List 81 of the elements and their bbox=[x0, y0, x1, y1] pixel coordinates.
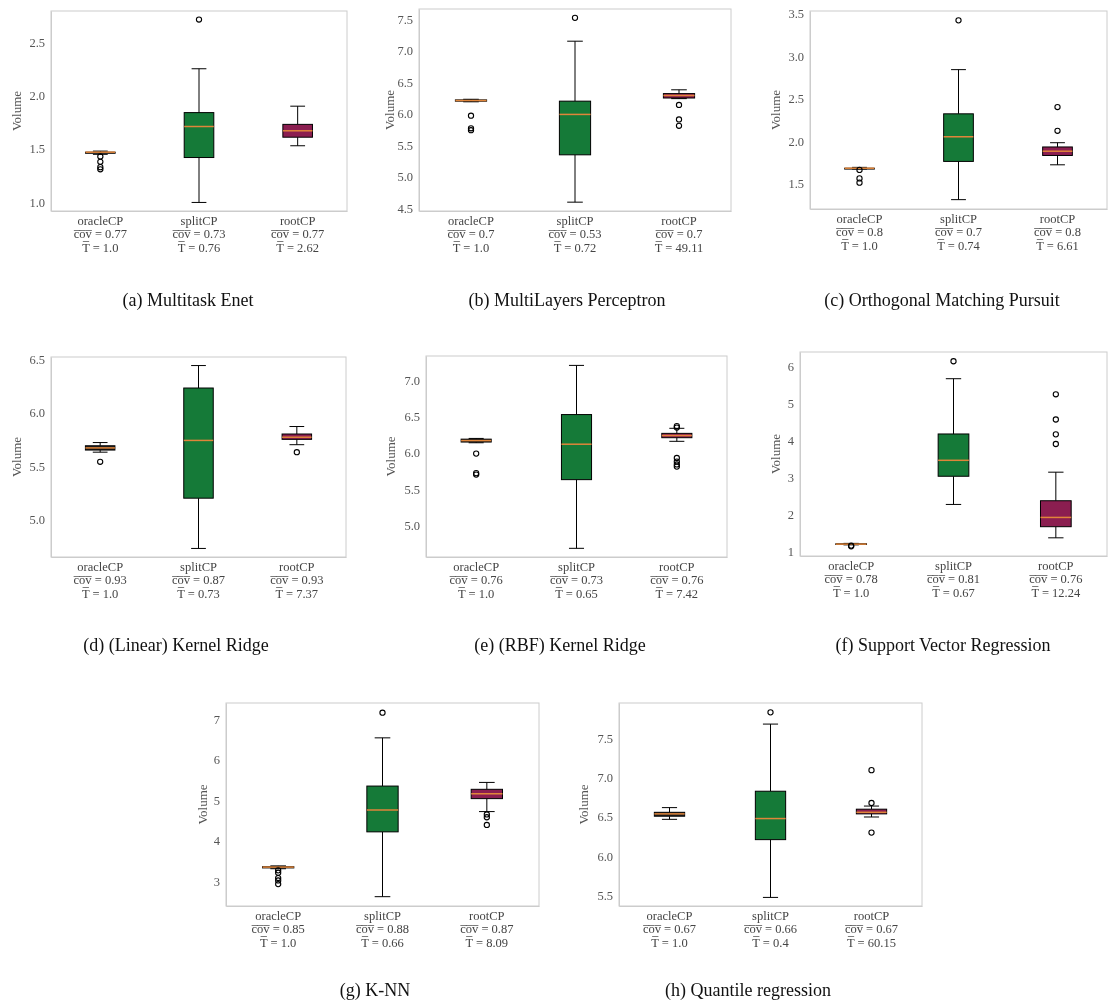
x-tick-label: oracleCP c̅o̅v̅ = 0.8 T̅ = 1.0 bbox=[835, 211, 883, 253]
y-tick-label: 1 bbox=[787, 545, 794, 560]
text: (a) Multitask Enet bbox=[122, 290, 254, 311]
y-tick-label: 7.5 bbox=[597, 732, 613, 747]
x-tick-label: splitCP c̅o̅v̅ = 0.73 T̅ = 0.76 bbox=[171, 213, 226, 255]
y-tick-label: 6.5 bbox=[597, 810, 613, 825]
y-tick-label: 6.0 bbox=[29, 406, 45, 421]
x-tick-label: rootCP c̅o̅v̅ = 0.8 T̅ = 6.61 bbox=[1033, 211, 1081, 253]
y-axis-title: Volume bbox=[767, 433, 783, 475]
x-tick-label: splitCP c̅o̅v̅ = 0.66 T̅ = 0.4 bbox=[743, 908, 798, 950]
y-tick-label: 2 bbox=[787, 508, 794, 523]
y-tick-label: 5.5 bbox=[397, 138, 413, 153]
text: (c) Orthogonal Matching Pursuit bbox=[824, 290, 1060, 311]
y-tick-label: 5 bbox=[787, 397, 794, 412]
y-tick-label: 3 bbox=[213, 874, 220, 889]
y-tick-label: 6.5 bbox=[404, 410, 420, 425]
text: (b) MultiLayers Perceptron bbox=[468, 290, 666, 311]
x-tick-label: oracleCP c̅o̅v̅ = 0.77 T̅ = 1.0 bbox=[73, 213, 127, 255]
y-axis-title: Volume bbox=[8, 436, 24, 478]
y-tick-label: 1.0 bbox=[29, 195, 45, 210]
x-tick-label: oracleCP c̅o̅v̅ = 0.78 T̅ = 1.0 bbox=[823, 558, 878, 600]
text: (h) Quantile regression bbox=[665, 980, 831, 1001]
y-axis-title: Volume bbox=[194, 784, 210, 825]
x-tick-label: oracleCP c̅o̅v̅ = 0.67 T̅ = 1.0 bbox=[642, 908, 697, 950]
y-tick-label: 1.5 bbox=[788, 177, 804, 192]
y-axis-title: Volume bbox=[8, 90, 24, 132]
x-tick-label: oracleCP c̅o̅v̅ = 0.93 T̅ = 1.0 bbox=[72, 559, 127, 601]
y-tick-label: 3.0 bbox=[788, 49, 804, 64]
y-tick-label: 7.5 bbox=[397, 12, 413, 27]
y-tick-label: 5.0 bbox=[404, 518, 420, 533]
x-tick-label: rootCP c̅o̅v̅ = 0.77 T̅ = 2.62 bbox=[270, 213, 325, 255]
y-axis-title: Volume bbox=[381, 89, 397, 131]
y-axis-title: Volume bbox=[575, 784, 591, 825]
y-tick-label: 5.0 bbox=[397, 170, 413, 185]
x-tick-label: rootCP c̅o̅v̅ = 0.93 T̅ = 7.37 bbox=[269, 559, 324, 601]
y-tick-label: 7.0 bbox=[397, 44, 413, 59]
text: (g) K-NN bbox=[339, 980, 411, 1001]
y-tick-label: 2.5 bbox=[29, 35, 45, 50]
x-tick-label: splitCP c̅o̅v̅ = 0.88 T̅ = 0.66 bbox=[355, 908, 410, 950]
y-tick-label: 2.0 bbox=[29, 88, 45, 103]
x-tick-label: splitCP c̅o̅v̅ = 0.81 T̅ = 0.67 bbox=[926, 558, 981, 600]
y-tick-label: 4 bbox=[787, 434, 795, 449]
x-tick-label: splitCP c̅o̅v̅ = 0.7 T̅ = 0.74 bbox=[934, 211, 982, 253]
y-tick-label: 1.5 bbox=[29, 142, 45, 157]
y-tick-label: 5.5 bbox=[597, 888, 613, 903]
y-tick-label: 6 bbox=[787, 359, 794, 374]
y-tick-label: 6.5 bbox=[397, 75, 413, 90]
y-tick-label: 6.5 bbox=[29, 352, 45, 367]
y-tick-label: 6.0 bbox=[397, 107, 413, 122]
y-tick-label: 5.5 bbox=[29, 459, 45, 474]
text: (d) (Linear) Kernel Ridge bbox=[83, 635, 269, 656]
text: (f) Support Vector Regression bbox=[835, 635, 1051, 656]
y-tick-label: 3 bbox=[787, 471, 794, 486]
x-tick-label: oracleCP c̅o̅v̅ = 0.85 T̅ = 1.0 bbox=[250, 908, 305, 950]
x-tick-label: rootCP c̅o̅v̅ = 0.7 T̅ = 49.11 bbox=[654, 213, 704, 255]
text: (e) (RBF) Kernel Ridge bbox=[474, 635, 646, 656]
y-tick-label: 7.0 bbox=[597, 771, 613, 786]
y-tick-label: 3.5 bbox=[788, 7, 804, 22]
y-tick-label: 5.0 bbox=[29, 513, 45, 528]
y-tick-label: 2.0 bbox=[788, 134, 804, 149]
y-tick-label: 6.0 bbox=[404, 446, 420, 461]
x-tick-label: splitCP c̅o̅v̅ = 0.53 T̅ = 0.72 bbox=[547, 213, 602, 255]
x-tick-label: oracleCP c̅o̅v̅ = 0.7 T̅ = 1.0 bbox=[446, 213, 495, 255]
y-tick-label: 2.5 bbox=[788, 92, 804, 107]
y-tick-label: 7 bbox=[213, 712, 220, 727]
y-tick-label: 5 bbox=[213, 793, 220, 808]
x-tick-label: rootCP c̅o̅v̅ = 0.87 T̅ = 8.09 bbox=[459, 908, 514, 950]
y-tick-label: 7.0 bbox=[404, 374, 420, 389]
x-tick-label: rootCP c̅o̅v̅ = 0.67 T̅ = 60.15 bbox=[844, 908, 899, 950]
x-tick-label: splitCP c̅o̅v̅ = 0.73 T̅ = 0.65 bbox=[549, 559, 604, 601]
x-tick-label: rootCP c̅o̅v̅ = 0.76 T̅ = 7.42 bbox=[649, 559, 704, 601]
y-tick-label: 5.5 bbox=[404, 482, 420, 497]
y-axis-title: Volume bbox=[767, 89, 783, 131]
y-tick-label: 4 bbox=[213, 834, 221, 849]
y-axis-title: Volume bbox=[382, 436, 398, 477]
y-tick-label: 6 bbox=[213, 753, 220, 768]
x-tick-label: oracleCP c̅o̅v̅ = 0.76 T̅ = 1.0 bbox=[448, 559, 503, 601]
x-tick-label: splitCP c̅o̅v̅ = 0.87 T̅ = 0.73 bbox=[171, 559, 226, 601]
x-tick-label: rootCP c̅o̅v̅ = 0.76 T̅ = 12.24 bbox=[1028, 558, 1083, 600]
y-tick-label: 4.5 bbox=[397, 201, 413, 216]
y-tick-label: 6.0 bbox=[597, 849, 613, 864]
